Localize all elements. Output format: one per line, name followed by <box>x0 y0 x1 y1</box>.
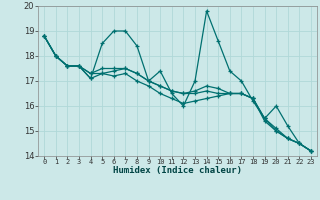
X-axis label: Humidex (Indice chaleur): Humidex (Indice chaleur) <box>113 166 242 175</box>
